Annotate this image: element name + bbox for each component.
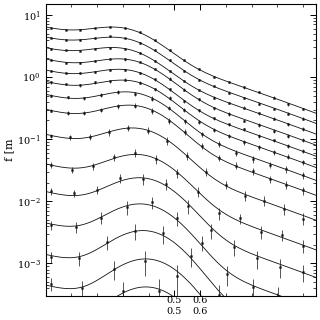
- Text: 0.5: 0.5: [167, 307, 182, 316]
- Text: 0.6: 0.6: [193, 296, 208, 305]
- Y-axis label: f [m: f [m: [4, 139, 14, 161]
- Text: 0.6: 0.6: [193, 307, 208, 316]
- Text: 0.5: 0.5: [167, 296, 182, 305]
